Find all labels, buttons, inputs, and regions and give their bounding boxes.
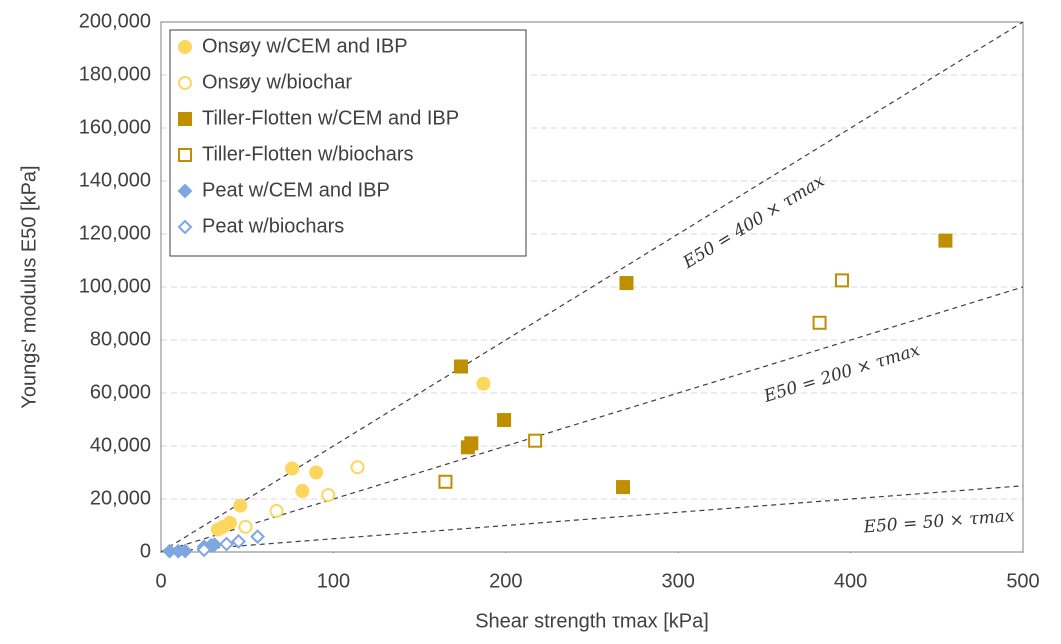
x-axis-label: Shear strength τmax [kPa] bbox=[475, 610, 709, 632]
point bbox=[219, 536, 234, 552]
y-tick-label: 20,000 bbox=[90, 487, 151, 509]
point bbox=[231, 533, 246, 549]
legend-label: Onsøy w/biochar bbox=[202, 71, 352, 93]
x-tick-label: 100 bbox=[317, 570, 350, 592]
y-tick-label: 200,000 bbox=[79, 10, 151, 32]
plot-frame bbox=[160, 21, 1024, 553]
point bbox=[207, 537, 222, 552]
point bbox=[619, 276, 634, 291]
legend-box bbox=[169, 29, 527, 257]
x-tick-label: 400 bbox=[834, 570, 867, 592]
y-tick-label: 80,000 bbox=[90, 328, 151, 350]
point bbox=[196, 542, 212, 558]
point bbox=[238, 519, 253, 534]
legend-marker bbox=[177, 183, 193, 199]
point bbox=[453, 359, 468, 374]
reference-label: E50 = 50 × τmax bbox=[862, 506, 1016, 538]
point bbox=[616, 480, 631, 495]
x-tick-label: 300 bbox=[662, 570, 695, 592]
point bbox=[476, 376, 491, 391]
legend-marker bbox=[178, 112, 192, 126]
y-tick-label: 160,000 bbox=[79, 116, 151, 138]
reference-line bbox=[161, 22, 1023, 552]
y-tick-label: 60,000 bbox=[90, 381, 151, 403]
point bbox=[177, 543, 193, 559]
point bbox=[938, 233, 953, 248]
x-tick-label: 200 bbox=[489, 570, 522, 592]
point bbox=[350, 460, 365, 475]
point bbox=[222, 515, 237, 530]
point bbox=[250, 529, 265, 545]
point bbox=[285, 461, 300, 476]
legend-marker bbox=[177, 219, 193, 235]
point bbox=[834, 273, 849, 288]
reference-line bbox=[161, 286, 1023, 552]
legend-marker bbox=[178, 148, 192, 162]
reference-label: E50 = 400 × τmax bbox=[679, 171, 829, 274]
y-tick-label: 0 bbox=[140, 540, 151, 562]
point bbox=[464, 436, 479, 451]
legend-marker bbox=[178, 76, 192, 90]
point bbox=[528, 433, 543, 448]
point bbox=[321, 488, 336, 503]
y-tick-label: 100,000 bbox=[79, 275, 151, 297]
y-tick-label: 120,000 bbox=[79, 222, 151, 244]
y-tick-label: 180,000 bbox=[79, 63, 151, 85]
point bbox=[309, 465, 324, 480]
y-tick-label: 40,000 bbox=[90, 434, 151, 456]
legend-label: Peat w/CEM and IBP bbox=[202, 179, 390, 201]
legend-label: Tiller-Flotten w/CEM and IBP bbox=[202, 107, 459, 129]
point bbox=[269, 503, 284, 518]
reference-line bbox=[161, 485, 1023, 552]
reference-label: E50 = 200 × τmax bbox=[761, 340, 923, 407]
point bbox=[295, 484, 310, 499]
point bbox=[812, 315, 827, 330]
point bbox=[438, 474, 453, 489]
y-axis-label: Youngs' modulus E50 [kPa] bbox=[18, 165, 40, 408]
legend-label: Tiller-Flotten w/biochars bbox=[202, 143, 414, 165]
y-tick-label: 140,000 bbox=[79, 169, 151, 191]
legend-label: Peat w/biochars bbox=[202, 215, 344, 237]
point bbox=[233, 498, 248, 513]
legend-marker bbox=[178, 40, 192, 54]
legend-label: Onsøy w/CEM and IBP bbox=[202, 35, 408, 57]
point bbox=[497, 413, 512, 428]
x-tick-label: 0 bbox=[155, 570, 166, 592]
x-tick-label: 500 bbox=[1006, 570, 1039, 592]
